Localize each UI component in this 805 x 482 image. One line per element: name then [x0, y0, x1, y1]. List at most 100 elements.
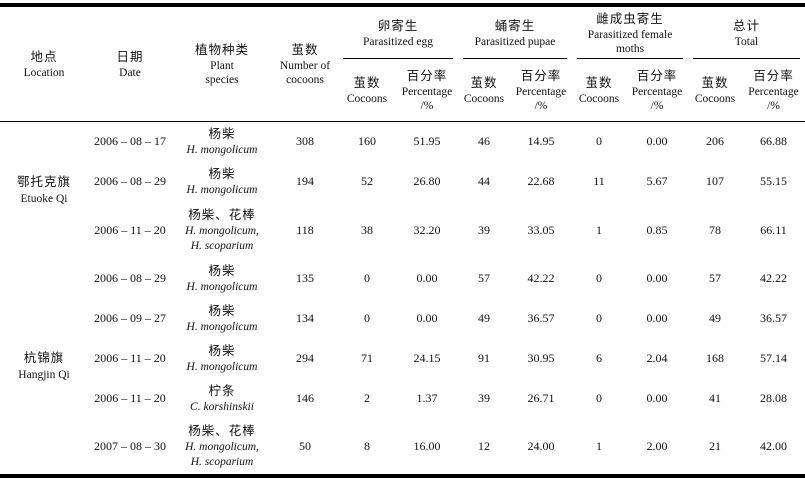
- cell-female-cocoons: 0: [596, 391, 603, 405]
- header-group-row: 地点 Location 日期 Date 植物种类 Plant species 茧…: [0, 5, 805, 122]
- cell-total-percentage: 36.57: [760, 311, 788, 325]
- cell-egg-cocoons: 52: [361, 174, 373, 188]
- cell-total-percentage: 55.15: [760, 174, 788, 188]
- sub-total-pct-en: Percentage: [748, 85, 799, 98]
- cell-pupae-percentage: 26.71: [527, 391, 555, 405]
- sub-female-pct-en: Percentage: [631, 85, 683, 98]
- cell-plant: 杨柴、花棒 H. mongolicum, H. scoparium: [172, 419, 272, 476]
- sub-egg-cocoons-zh: 茧数: [353, 75, 381, 90]
- group-pupae-en: Parasitized pupae: [474, 35, 556, 48]
- sub-pupae-cocoons-en: Cocoons: [463, 92, 505, 105]
- group-header-total: 总计 Total: [688, 5, 805, 59]
- group-female-zh: 雌成虫寄生: [596, 11, 664, 26]
- cell-date: 2006 – 11 – 20: [94, 222, 166, 237]
- cell-egg-cocoons: 38: [361, 222, 373, 237]
- cell-pupae-percentage: 42.22: [527, 271, 555, 285]
- sub-header-egg-cocoons: 茧数 Cocoons: [338, 59, 396, 122]
- location-cell-etuoke: 鄂托克旗 Etuoke Qi: [0, 122, 88, 259]
- sub-total-cocoons-zh: 茧数: [701, 75, 729, 90]
- table-body: 鄂托克旗 Etuoke Qi 2006 – 08 – 17 杨柴 H. mong…: [0, 122, 805, 476]
- cell-total-cocoons: 57: [709, 271, 722, 285]
- sub-total-cocoons-en: Cocoons: [694, 92, 736, 105]
- group-female-en2: moths: [615, 42, 645, 55]
- group-female-en1: Parasitized female: [587, 28, 673, 41]
- group-header-parasitized-egg: 卵寄生 Parasitized egg: [338, 5, 458, 59]
- col-header-cocoon-count: 茧数 Number of cocoons: [272, 5, 338, 122]
- cell-pupae-percentage: 14.95: [527, 134, 555, 149]
- cell-plant: 柠条 C. korshinskii: [172, 379, 272, 419]
- cell-pupae-cocoons: 46: [478, 134, 490, 149]
- plant-latin: C. korshinskii: [190, 400, 254, 413]
- cell-cocoons: 294: [296, 351, 314, 365]
- sub-pupae-pct-zh: 百分率: [520, 68, 562, 83]
- cell-pupae-cocoons: 49: [478, 311, 490, 325]
- plant-zh: 杨柴: [208, 263, 236, 278]
- cell-pupae-percentage: 24.00: [527, 438, 555, 453]
- cell-egg-percentage: 26.80: [413, 174, 441, 188]
- col-header-cocoons-zh: 茧数: [291, 42, 319, 57]
- sub-header-total-percentage: 百分率 Percentage /%: [742, 59, 805, 122]
- cell-pupae-percentage: 30.95: [527, 351, 555, 365]
- plant-zh: 杨柴: [208, 303, 236, 318]
- col-header-location: 地点 Location: [0, 5, 88, 122]
- group-pupae-zh: 蛹寄生: [494, 18, 536, 33]
- plant-zh: 杨柴: [208, 166, 236, 181]
- cell-female-percentage: 0.85: [646, 222, 668, 237]
- cell-pupae-percentage: 33.05: [527, 222, 555, 237]
- cell-cocoons: 118: [296, 222, 314, 237]
- plant-latin: H. mongolicum,: [185, 224, 259, 237]
- cell-date: 2006 – 08 – 29: [94, 271, 166, 285]
- cell-date: 2006 – 09 – 27: [94, 311, 166, 325]
- cell-pupae-cocoons: 12: [478, 438, 490, 453]
- cell-cocoons: 194: [296, 174, 314, 188]
- col-header-cocoons-en2: cocoons: [286, 73, 324, 86]
- plant-zh: 杨柴: [208, 343, 236, 358]
- cell-total-cocoons: 21: [709, 438, 722, 453]
- cell-female-cocoons: 0: [596, 311, 603, 325]
- cell-date: 2006 – 08 – 29: [94, 174, 166, 188]
- cell-egg-cocoons: 8: [364, 438, 370, 453]
- cell-female-percentage: 0.00: [646, 271, 668, 285]
- cell-cocoons: 308: [296, 134, 314, 149]
- header-sub-row: 茧数 Cocoons 百分率 Percentage /% 茧数 Cocoons …: [0, 59, 805, 122]
- location-zh: 鄂托克旗: [16, 175, 71, 190]
- cell-female-percentage: 0.00: [646, 311, 668, 325]
- col-header-location-en: Location: [23, 66, 65, 79]
- sub-female-pct-zh: 百分率: [636, 68, 678, 83]
- cell-total-cocoons: 41: [709, 391, 722, 405]
- cell-cocoons: 134: [296, 311, 314, 325]
- col-header-plant-zh: 植物种类: [194, 42, 249, 57]
- cell-female-cocoons: 1: [596, 222, 603, 237]
- plant-zh: 柠条: [208, 383, 236, 398]
- col-header-plant-en1: Plant: [210, 59, 234, 72]
- col-header-plant-en2: species: [205, 73, 239, 86]
- sub-header-total-cocoons: 茧数 Cocoons: [688, 59, 743, 122]
- location-zh: 杭锦旗: [23, 351, 65, 365]
- sub-header-female-cocoons: 茧数 Cocoons: [572, 59, 627, 122]
- group-header-parasitized-pupae: 蛹寄生 Parasitized pupae: [458, 5, 572, 59]
- cell-plant: 杨柴 H. mongolicum: [172, 259, 272, 299]
- group-header-parasitized-female-moths: 雌成虫寄生 Parasitized female moths: [572, 5, 688, 59]
- plant-latin: H. mongolicum: [186, 143, 258, 156]
- col-header-cocoons-en1: Number of: [279, 59, 331, 72]
- sub-total-pct-zh: 百分率: [753, 68, 794, 83]
- cell-total-percentage: 28.08: [760, 391, 788, 405]
- cell-egg-cocoons: 0: [364, 311, 370, 325]
- sub-pupae-pct-en: Percentage: [515, 85, 567, 98]
- cell-female-cocoons: 0: [596, 134, 603, 149]
- cell-female-percentage: 0.00: [646, 134, 668, 149]
- cell-female-cocoons: 6: [596, 351, 603, 365]
- cell-egg-percentage: 24.15: [413, 351, 441, 365]
- plant-latin: H. mongolicum: [186, 320, 258, 333]
- group-egg-zh: 卵寄生: [377, 18, 419, 33]
- cell-cocoons: 50: [299, 438, 311, 453]
- cell-egg-percentage: 32.20: [413, 222, 441, 237]
- sub-pupae-cocoons-zh: 茧数: [470, 75, 498, 90]
- cell-total-percentage: 66.88: [760, 134, 788, 149]
- sub-header-female-percentage: 百分率 Percentage /%: [626, 59, 689, 122]
- cell-total-percentage: 57.14: [760, 351, 788, 365]
- sub-egg-pct-zh: 百分率: [406, 68, 448, 83]
- cell-plant: 杨柴 H. mongolicum: [172, 122, 272, 162]
- cell-egg-cocoons: 71: [361, 351, 373, 365]
- cell-female-cocoons: 1: [596, 438, 603, 453]
